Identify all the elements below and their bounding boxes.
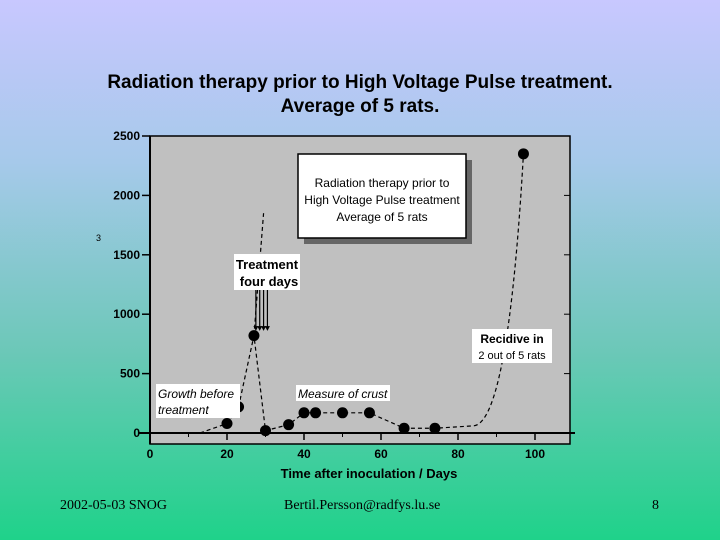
data-point	[260, 425, 271, 437]
recidive-label-box	[472, 329, 552, 363]
y-tick-label: 2500	[113, 129, 140, 143]
inset-text-line1: Radiation therapy prior to	[315, 176, 450, 190]
data-point	[429, 422, 441, 434]
data-point	[283, 419, 295, 431]
data-point	[221, 417, 233, 429]
data-point	[517, 148, 529, 160]
treatment-label-line1: Treatment	[236, 257, 299, 272]
y-tick-label: 1000	[113, 307, 140, 321]
slide-title-line2: Average of 5 rats.	[280, 96, 440, 117]
treatment-arrow-head	[261, 326, 267, 331]
inset-text-line3: Average of 5 rats	[336, 210, 427, 224]
x-axis-label: Time after inoculation / Days	[281, 466, 458, 481]
y-tick-label: 500	[120, 367, 140, 381]
treatment-arrow-head	[257, 326, 263, 331]
growth-label-box	[156, 384, 240, 418]
x-tick-label: 20	[220, 447, 234, 461]
y-tick-label: 0	[133, 426, 140, 440]
data-point	[363, 407, 375, 419]
x-tick-label: 100	[525, 447, 545, 461]
footer-date: 2002-05-03 SNOG	[60, 498, 167, 513]
x-tick-label: 80	[451, 447, 465, 461]
footer-email: Bertil.Persson@radfys.lu.se	[284, 498, 441, 513]
y-axis-label-fragment: 3	[96, 233, 101, 243]
data-point	[398, 422, 410, 434]
footer-page-number: 8	[652, 498, 659, 513]
treatment-arrow-head	[264, 326, 270, 331]
series-line	[199, 153, 525, 434]
growth-label-line1: Growth before	[158, 387, 234, 401]
recidive-label-line1: Recidive in	[480, 332, 543, 346]
data-point	[298, 407, 310, 419]
growth-label-line2: treatment	[158, 403, 209, 417]
data-point	[337, 407, 348, 419]
treatment-label-box	[234, 254, 300, 290]
crust-label: Measure of crust	[298, 387, 388, 401]
chart: 0 500 1000 1500 2000 2500 0 20 40 60 80 100 3 Time…	[96, 129, 575, 481]
data-point	[310, 407, 322, 419]
y-tick-label: 2000	[113, 188, 140, 202]
inset-box	[297, 153, 467, 239]
inset-text-line2: High Voltage Pulse treatment	[304, 193, 460, 207]
slide-title-line1: Radiation therapy prior to High Voltage …	[107, 72, 613, 93]
recidive-label-line2: 2 out of 5 rats	[478, 350, 546, 362]
data-point	[248, 330, 260, 342]
y-tick-label: 1500	[113, 248, 140, 262]
x-tick-label: 0	[147, 447, 154, 461]
crust-label-box	[296, 385, 390, 401]
x-tick-label: 60	[374, 447, 388, 461]
treatment-arrow-head	[253, 326, 259, 331]
x-tick-label: 40	[297, 447, 311, 461]
treatment-label-line2: four days	[240, 274, 299, 289]
